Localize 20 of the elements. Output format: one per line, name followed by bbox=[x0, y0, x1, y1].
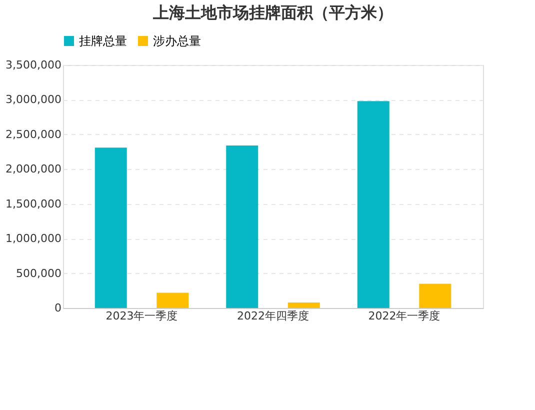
chart-title: 上海土地市场挂牌面积（平方米） bbox=[152, 3, 393, 22]
bar bbox=[357, 101, 390, 308]
bar bbox=[156, 292, 189, 308]
y-tick-label: 500,000 bbox=[16, 266, 62, 280]
bar bbox=[94, 148, 127, 308]
y-tick-label: 0 bbox=[54, 302, 62, 314]
bar bbox=[288, 302, 320, 308]
bar bbox=[226, 146, 258, 308]
legend-label: 挂牌总量 bbox=[79, 34, 127, 48]
y-tick-label: 1,000,000 bbox=[6, 232, 62, 246]
y-tick-label: 1,500,000 bbox=[6, 197, 62, 210]
bar bbox=[419, 284, 452, 308]
y-tick-label: 2,000,000 bbox=[6, 162, 62, 176]
y-tick-label: 3,000,000 bbox=[6, 93, 62, 106]
y-tick-label: 2,500,000 bbox=[6, 128, 62, 141]
x-tick-label: 2022年一季度 bbox=[368, 310, 440, 322]
x-tick-label: 2023年一季度 bbox=[106, 310, 178, 322]
x-tick-label: 2022年四季度 bbox=[237, 310, 309, 322]
legend-label: 涉办总量 bbox=[153, 34, 201, 48]
y-tick-label: 3,500,000 bbox=[6, 58, 62, 72]
